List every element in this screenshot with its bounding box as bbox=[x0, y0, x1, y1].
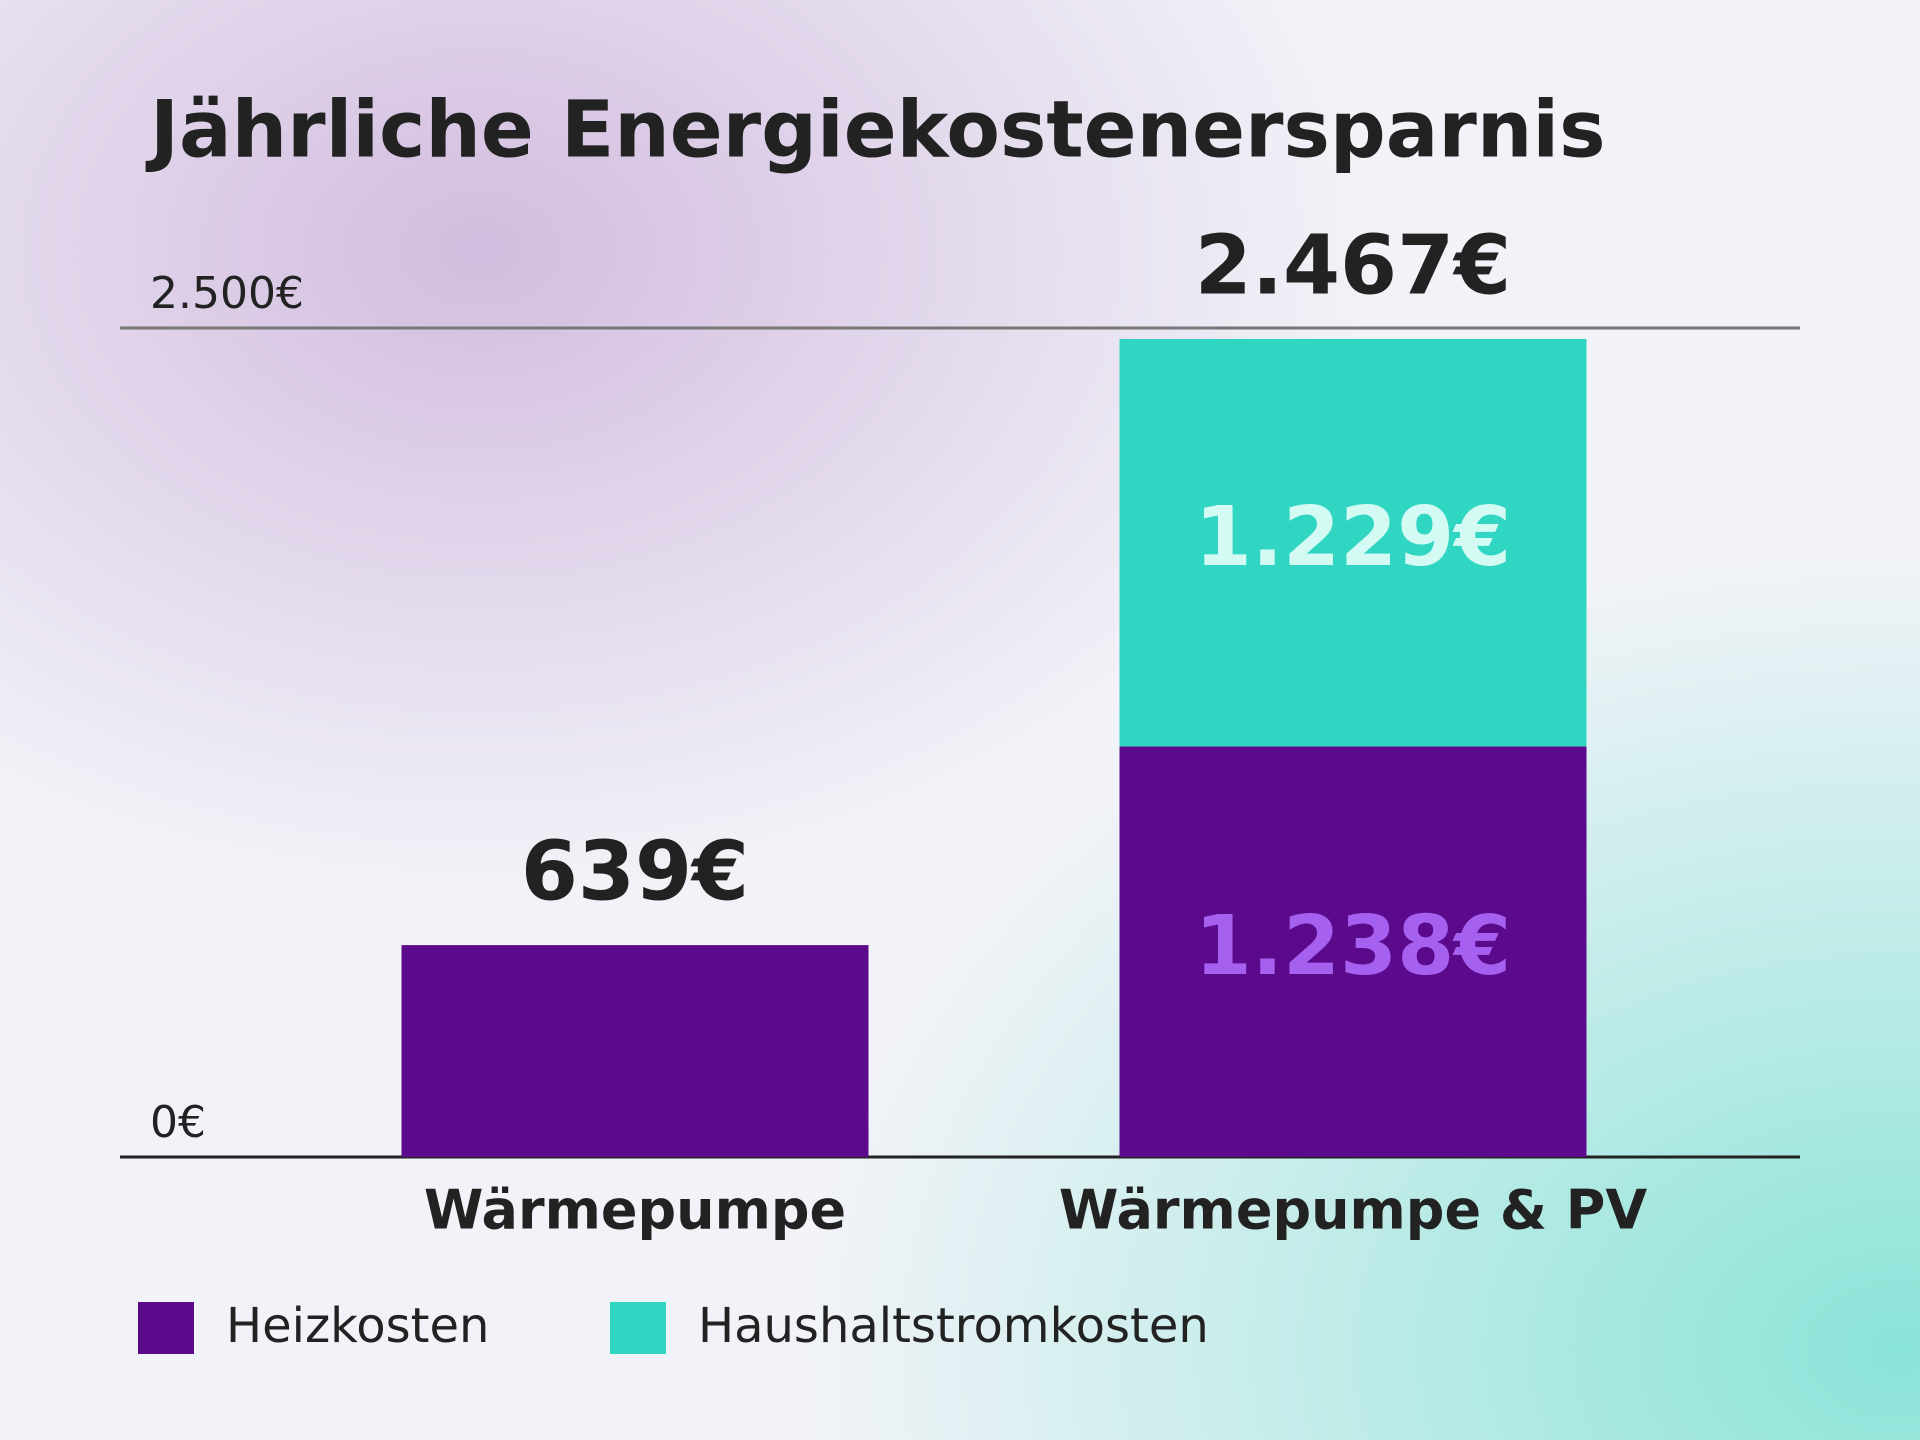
total-label: 639€ bbox=[521, 825, 749, 920]
bar-segment bbox=[401, 945, 869, 1157]
legend-swatch bbox=[610, 1302, 666, 1354]
chart-title: Jährliche Energiekostenersparnis bbox=[145, 85, 1606, 175]
segment-label: 1.229€ bbox=[1195, 490, 1511, 585]
x-tick-label: Wärmepumpe & PV bbox=[1059, 1179, 1648, 1242]
total-label: 2.467€ bbox=[1195, 218, 1511, 313]
legend-label: Haushaltstromkosten bbox=[698, 1298, 1209, 1354]
bar-segment bbox=[1119, 338, 1587, 747]
legend-swatch bbox=[138, 1302, 194, 1354]
legend-label: Heizkosten bbox=[226, 1298, 489, 1354]
y-tick-label: 2.500€ bbox=[150, 268, 304, 319]
segment-label: 1.238€ bbox=[1195, 899, 1511, 994]
y-tick-label: 0€ bbox=[150, 1097, 206, 1148]
bar-segment bbox=[1119, 746, 1587, 1157]
x-tick-label: Wärmepumpe bbox=[424, 1179, 846, 1242]
